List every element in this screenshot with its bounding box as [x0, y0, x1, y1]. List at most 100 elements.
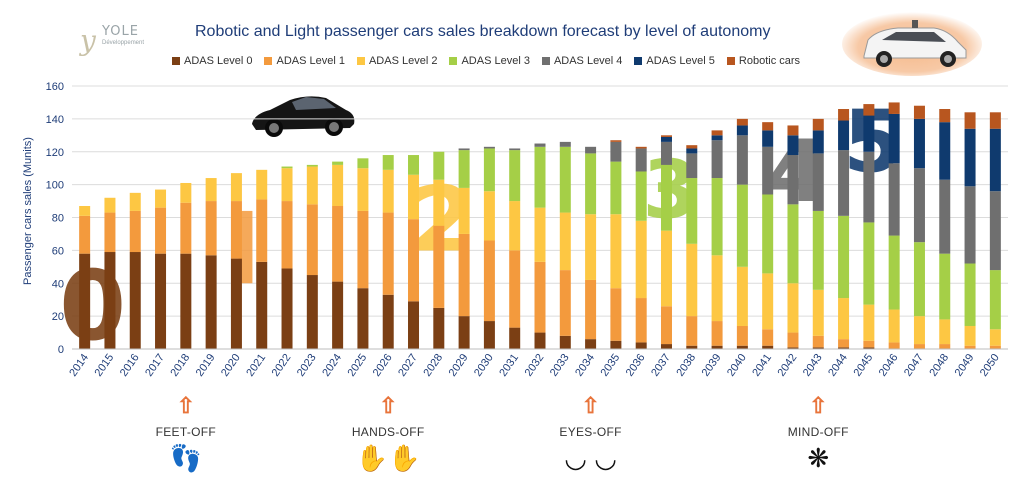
x-tick-label: 2047	[902, 352, 926, 379]
x-tick-label: 2033	[548, 352, 572, 379]
bar-segment	[635, 171, 647, 221]
bar-segment	[989, 329, 1001, 346]
bar-segment	[483, 148, 495, 192]
bar-segment	[79, 205, 91, 216]
bar-segment	[635, 298, 647, 343]
bar-segment	[939, 179, 951, 254]
bar-segment	[939, 344, 951, 349]
bar-segment	[686, 243, 698, 317]
legend-item: Robotic cars	[726, 55, 801, 67]
bar-segment	[205, 201, 217, 256]
bar-segment	[382, 169, 394, 213]
bar-segment	[357, 158, 369, 169]
legend-label: Robotic cars	[738, 55, 801, 67]
x-tick-label: 2025	[346, 352, 370, 379]
y-tick-label: 0	[58, 344, 64, 356]
legend-swatch	[726, 57, 735, 65]
bar-segment	[660, 141, 672, 165]
x-tick-label: 2022	[270, 352, 294, 379]
milestone-mind-off: ⇧ MIND-OFF ❋	[758, 393, 878, 474]
milestone-hands-off: ⇧ HANDS-OFF ✋✋	[328, 393, 448, 474]
y-tick-label: 160	[46, 81, 64, 93]
up-arrow-icon: ⇧	[378, 393, 398, 418]
bar-segment	[483, 191, 495, 241]
bar-segment	[382, 155, 394, 170]
bar-segment	[104, 212, 116, 253]
bar-segment	[256, 261, 268, 349]
legend-swatch	[172, 57, 180, 65]
bar-segment	[230, 173, 242, 202]
bar-segment	[913, 316, 925, 345]
bar-segment	[762, 345, 774, 349]
legend-label: ADAS Level 4	[553, 55, 623, 67]
x-tick-label: 2032	[523, 352, 547, 379]
bar-segment	[306, 166, 318, 205]
bar-segment	[256, 169, 268, 200]
bar-segment	[230, 201, 242, 259]
bar-segment	[458, 233, 470, 317]
bar-segment	[509, 150, 521, 202]
yole-logo-mark: y	[80, 24, 96, 57]
bar-segment	[610, 161, 622, 215]
bar-segment	[205, 255, 217, 349]
x-tick-label: 2034	[573, 352, 597, 379]
bar-segment	[762, 146, 774, 195]
bar-segment	[939, 253, 951, 320]
y-axis-title: Passenger cars sales (Munits)	[22, 137, 34, 285]
chart-legend: ADAS Level 0 ADAS Level 1 ADAS Level 2 ADAS…	[172, 55, 800, 67]
bar-segment	[863, 222, 875, 305]
bar-segment	[205, 178, 217, 202]
bar-segment	[812, 335, 824, 348]
legend-item: ADAS Level 4	[541, 55, 623, 67]
x-tick-label: 2039	[700, 352, 724, 379]
bar-segment	[838, 347, 850, 349]
bar-segment	[534, 261, 546, 333]
legend-swatch	[356, 57, 365, 65]
up-arrow-icon: ⇧	[581, 393, 600, 418]
x-tick-label: 2023	[295, 352, 319, 379]
feet-icon: 👣	[169, 443, 203, 473]
x-tick-label: 2018	[168, 352, 192, 379]
bar-segment	[787, 283, 799, 333]
bar-segment	[458, 148, 470, 151]
legend-label: ADAS Level 1	[276, 55, 345, 67]
bar-segment	[838, 339, 850, 348]
bar-segment	[787, 347, 799, 349]
bar-segment	[534, 146, 546, 208]
bar-segment	[509, 201, 521, 251]
closed-eyes-icon: ◡ ◡	[564, 443, 617, 473]
bar-segment	[686, 316, 698, 346]
bar-segment	[509, 250, 521, 328]
bar-segment	[332, 161, 344, 165]
bar-segment	[433, 225, 445, 308]
up-arrow-icon: ⇧	[809, 393, 828, 418]
y-tick-label: 20	[52, 311, 64, 323]
x-tick-label: 2036	[624, 352, 648, 379]
sports-car-image	[252, 96, 355, 137]
bar-segment	[129, 210, 141, 253]
x-tick-label: 2026	[371, 352, 395, 379]
bar-segment	[711, 321, 723, 346]
bar-segment	[180, 202, 192, 254]
x-tick-label: 2027	[396, 352, 420, 379]
bar-segment	[812, 210, 824, 290]
bar-segment	[964, 112, 976, 129]
bar-segment	[711, 130, 723, 136]
bar-segment	[913, 242, 925, 317]
bar-segment	[610, 288, 622, 341]
bar-segment	[458, 187, 470, 234]
bar-segment	[660, 135, 672, 137]
legend-item: ADAS Level 0	[172, 55, 252, 67]
x-tick-label: 2017	[143, 352, 167, 379]
legend-swatch	[541, 57, 550, 65]
bar-segment	[433, 307, 445, 349]
bar-segment	[155, 207, 167, 254]
bar-segment	[180, 182, 192, 203]
x-tick-label: 2024	[320, 352, 344, 379]
bar-segment	[559, 270, 571, 336]
yole-logo-icon: y YOLE Développement	[80, 20, 160, 57]
bar-segment	[686, 145, 698, 149]
bar-segment	[635, 146, 647, 149]
bar-segment	[964, 325, 976, 346]
bar-segment	[129, 192, 141, 211]
